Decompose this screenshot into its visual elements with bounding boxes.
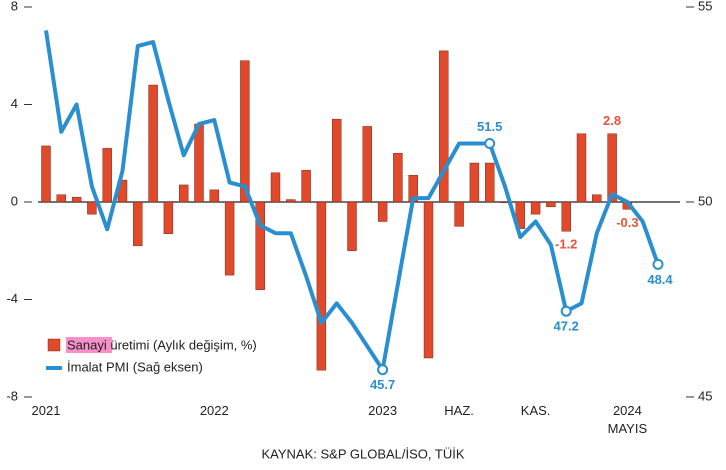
y-tick-label: -4 (6, 291, 18, 306)
bar (347, 201, 357, 251)
legend-highlight (66, 337, 112, 353)
bar (178, 184, 189, 203)
pmi-value-label: 48.4 (647, 272, 673, 287)
bar (56, 194, 66, 203)
x-tick-label: 2024 MAYIS (608, 403, 648, 436)
x-tick-label: 2022 (200, 403, 229, 418)
y-tick-label: 4 (11, 96, 18, 111)
pmi-marker (377, 364, 389, 376)
bar (87, 201, 97, 215)
bar-value-label: -1.2 (555, 237, 577, 252)
bar (148, 84, 158, 203)
bar (377, 201, 388, 222)
x-tick-label: 2021 (32, 403, 61, 418)
bar (439, 50, 449, 203)
bar (576, 133, 587, 203)
pmi-marker (560, 305, 572, 317)
bar (255, 201, 265, 290)
y-tick-label: 0 (11, 193, 18, 208)
bar (607, 133, 617, 203)
bar (224, 201, 235, 276)
bar (133, 201, 143, 247)
pmi-value-label: 47.2 (554, 319, 579, 334)
legend-swatch (47, 338, 61, 352)
x-tick-label: HAZ. (444, 403, 474, 418)
bar (546, 201, 556, 208)
bar (332, 118, 342, 203)
bar (163, 201, 174, 234)
bar-value-label: 2.8 (603, 113, 621, 128)
bar (561, 201, 571, 232)
pmi-marker (484, 138, 496, 149)
x-tick-label: 2023 (368, 403, 397, 418)
x-tick-label: KAS. (521, 403, 551, 418)
y2-tick-label: 45 (698, 388, 712, 403)
bar (270, 172, 281, 203)
bar (194, 123, 204, 203)
pmi-marker (652, 258, 664, 270)
bar (592, 194, 602, 203)
bar-value-label: -0.3 (616, 215, 638, 230)
bar (485, 162, 495, 203)
legend-label: Sanayi üretimi (Aylık değişim, %) (67, 337, 257, 352)
bar (454, 201, 464, 227)
y2-tick-label: 55 (698, 0, 712, 13)
source: KAYNAK: S&P GLOBAL/İSO, TÜİK (261, 446, 464, 461)
bar (102, 148, 112, 203)
y-tick-label: 8 (11, 0, 18, 13)
legend-label: İmalat PMI (Sağ eksen) (67, 359, 203, 374)
bar (301, 170, 311, 203)
bar (393, 153, 403, 203)
bar (240, 60, 250, 203)
bar (286, 199, 296, 203)
bar (209, 189, 220, 203)
pmi-line (44, 30, 660, 372)
bar (71, 196, 82, 203)
bar (469, 162, 480, 203)
bar (423, 201, 434, 359)
y2-tick-label: 50 (698, 193, 712, 208)
pmi-value-label: 51.5 (477, 119, 502, 134)
bar (362, 126, 372, 203)
y-tick-label: -8 (6, 388, 18, 403)
bar (530, 201, 541, 215)
pmi-value-label: 45.7 (370, 377, 395, 392)
bar (41, 145, 51, 203)
bar (316, 201, 327, 371)
